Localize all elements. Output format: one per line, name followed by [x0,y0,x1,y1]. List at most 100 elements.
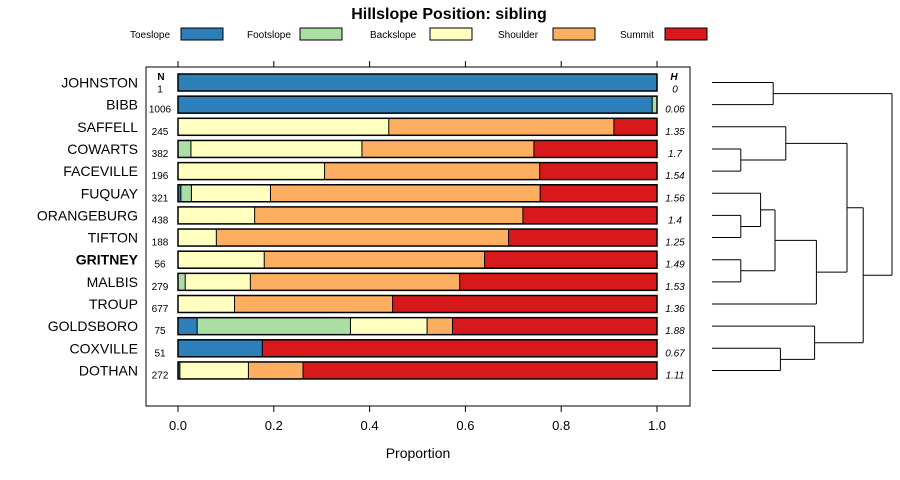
legend-label-summit: Summit [620,30,654,41]
row-label-fuquay: FUQUAY [81,185,139,201]
bar-row-faceville [177,161,658,181]
legend-swatch-backslope [429,27,473,41]
bar-row-goldsboro [177,316,658,336]
x-tick-label-3: 0.6 [456,418,474,433]
bar-segment-tifton-backslope [178,229,217,247]
row-label-goldsboro: GOLDSBORO [48,318,138,334]
bar-segment-cowarts-summit [533,140,657,158]
bar-row-malbis [177,272,658,292]
legend-swatch-toeslope [180,27,224,41]
n-value-cowarts: 382 [152,149,169,160]
row-label-saffell: SAFFELL [77,119,138,135]
bar-segment-troup-summit [392,295,657,313]
bar-segment-fuquay-toeslope [178,184,181,202]
n-column: N 1 1006 245 382 196 321 438 188 56 279 677 75 51 272 [149,72,172,381]
dendrogram-merge-10 [712,325,816,360]
bar-segment-goldsboro-summit [452,317,657,335]
bar-segment-goldsboro-backslope [350,317,428,335]
bar-segment-fuquay-summit [540,184,657,202]
n-value-johnston: 1 [157,85,163,96]
bar-segment-dothan-backslope [179,361,249,379]
bar-segment-orangeburg-shoulder [254,206,523,224]
bar-segment-gritney-summit [484,251,657,269]
bar-row-tifton [177,228,658,247]
bars [177,73,658,380]
bar-outline-cowarts [177,139,658,159]
bar-segment-fuquay-backslope [191,184,271,202]
plot-panel [145,66,691,407]
x-tick-label-2: 0.4 [361,418,379,433]
bar-segment-coxville-toeslope [178,339,263,357]
dendrogram [712,82,893,371]
h-value-dothan: 1.11 [666,370,685,381]
bar-row-dothan [177,361,658,380]
h-value-cowarts: 1.7 [668,149,682,160]
bar-outline-gritney [177,250,658,269]
bar-outline-dothan [177,361,658,380]
row-label-tifton: TIFTON [88,230,138,246]
legend-label-footslope: Footslope [247,30,291,41]
h-column-header: H [670,72,678,83]
legend-label-backslope: Backslope [370,30,417,41]
bar-segment-faceville-summit [539,162,657,180]
h-value-coxville: 0.67 [665,348,685,359]
dendrogram-merge-1 [712,148,742,172]
bar-segment-goldsboro-shoulder [427,317,453,335]
x-tick-label-1: 0.2 [265,418,283,433]
h-value-gritney: 1.49 [665,260,685,271]
n-value-malbis: 279 [152,282,169,293]
bar-row-fuquay [177,184,658,203]
dendrogram-merge-3 [712,214,742,239]
bar-outline-bibb [177,95,658,114]
legend-label-toeslope: Toeslope [130,30,170,41]
legend-label-shoulder: Shoulder [498,30,539,41]
bar-segment-goldsboro-footslope [197,317,351,335]
row-label-dothan: DOTHAN [79,362,138,378]
h-column: H 0 0.06 1.35 1.7 1.54 1.56 1.4 1.25 1.49 1.53 1.36… [665,72,685,381]
bar-row-cowarts [177,139,658,159]
bar-segment-faceville-backslope [178,162,325,180]
bar-row-coxville [177,339,658,358]
bar-segment-saffell-summit [613,118,657,136]
bar-segment-fuquay-footslope [180,184,192,202]
bar-segment-cowarts-footslope [178,140,191,158]
bar-segment-troup-shoulder [234,295,393,313]
h-value-tifton: 1.25 [665,238,685,249]
bar-segment-saffell-shoulder [388,118,614,136]
bar-segment-dothan-shoulder [248,361,304,379]
dendrogram-merge-12 [773,93,893,276]
bar-row-johnston [177,73,658,92]
n-value-goldsboro: 75 [154,326,166,337]
bar-outline-johnston [177,73,658,92]
bar-segment-tifton-summit [508,229,657,247]
bar-segment-malbis-summit [459,273,657,291]
bar-outline-fuquay [177,184,658,203]
row-label-cowarts: COWARTS [67,141,138,157]
h-value-malbis: 1.53 [665,282,685,293]
bar-segment-troup-backslope [178,295,235,313]
row-label-troup: TROUP [89,296,138,312]
n-value-faceville: 196 [152,171,169,182]
dendrogram-merge-9 [712,347,781,371]
bar-row-bibb [177,95,658,114]
bar-segment-orangeburg-summit [522,206,657,224]
bar-segment-dothan-toeslope [178,361,180,379]
bar-outline-orangeburg [177,206,658,225]
legend-swatch-summit [664,27,708,41]
n-value-tifton: 188 [152,238,169,249]
dendrogram-merge-7 [712,239,817,305]
n-value-dothan: 272 [152,370,169,381]
h-value-saffell: 1.35 [665,127,685,138]
legend-swatch-footslope [299,27,343,41]
plot-frame [145,66,691,407]
bar-segment-gritney-shoulder [264,251,485,269]
row-label-coxville: COXVILLE [70,340,138,356]
h-value-bibb: 0.06 [665,105,685,116]
chart-title: Hillslope Position: sibling [351,6,547,23]
n-value-gritney: 56 [154,260,166,271]
bar-segment-cowarts-backslope [190,140,362,158]
bar-segment-goldsboro-toeslope [178,317,198,335]
legend-swatch-shoulder [552,27,596,41]
bar-row-orangeburg [177,206,658,225]
